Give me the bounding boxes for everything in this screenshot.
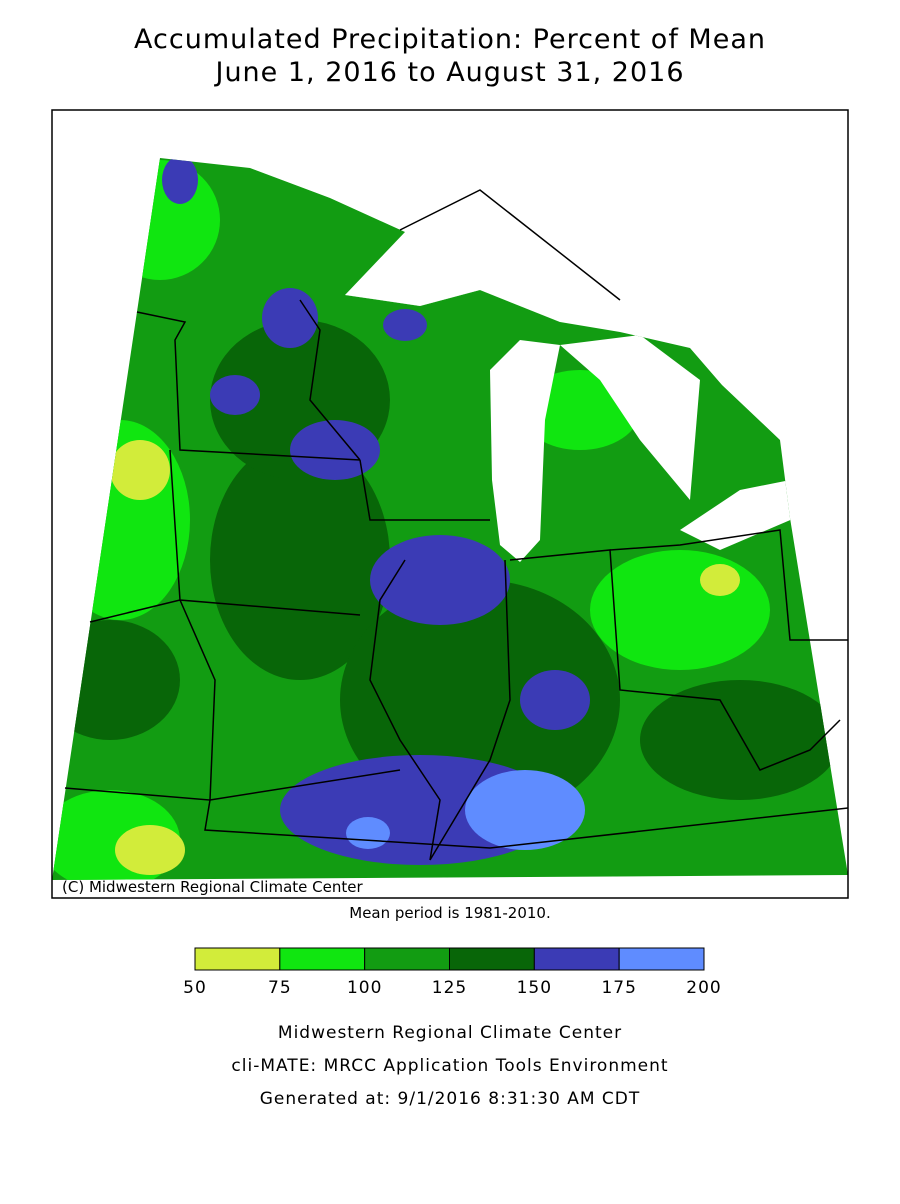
legend: 50 75 100 125 150 175 200 bbox=[183, 947, 721, 998]
legend-swatch bbox=[449, 947, 535, 971]
mean-note: Mean period is 1981-2010. bbox=[349, 904, 550, 922]
legend-tick-label: 125 bbox=[432, 978, 467, 998]
legend-tick-label: 200 bbox=[686, 978, 721, 998]
map: (C) Midwestern Regional Climate Center bbox=[51, 109, 849, 899]
legend-tick-label: 100 bbox=[347, 978, 382, 998]
legend-tick-label: 50 bbox=[183, 978, 207, 998]
title: Accumulated Precipitation: Percent of Me… bbox=[134, 24, 766, 55]
map-frame bbox=[51, 109, 849, 899]
legend-swatch bbox=[279, 947, 366, 971]
legend-tick-label: 175 bbox=[601, 978, 636, 998]
precip-field bbox=[52, 158, 848, 880]
legend-tick-label: 150 bbox=[517, 978, 552, 998]
footer-line: cli-MATE: MRCC Application Tools Environ… bbox=[231, 1056, 668, 1076]
copyright: (C) Midwestern Regional Climate Center bbox=[62, 878, 363, 896]
legend-swatch bbox=[618, 947, 705, 971]
legend-swatch bbox=[194, 947, 281, 971]
legend-tick-label: 75 bbox=[268, 978, 292, 998]
footer-line: Midwestern Regional Climate Center bbox=[278, 1023, 622, 1043]
footer-line: Generated at: 9/1/2016 8:31:30 AM CDT bbox=[260, 1089, 641, 1109]
boundaries bbox=[64, 189, 849, 861]
subtitle: June 1, 2016 to August 31, 2016 bbox=[213, 57, 684, 88]
legend-swatch bbox=[364, 947, 450, 971]
legend-swatch bbox=[533, 947, 620, 971]
copyright-box bbox=[54, 880, 338, 897]
